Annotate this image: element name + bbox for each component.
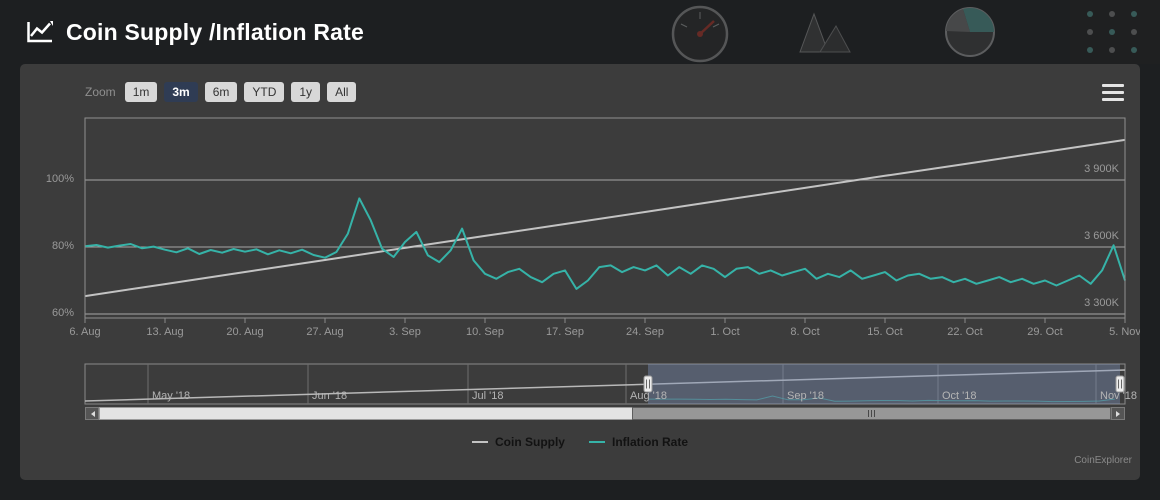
x-axis-label: 6. Aug <box>69 326 101 338</box>
navigator-month-label: Oct '18 <box>942 390 977 402</box>
x-axis-label: 17. Sep <box>546 326 584 338</box>
legend: Coin Supply Inflation Rate <box>20 435 1140 449</box>
x-axis-label: 27. Aug <box>306 326 344 338</box>
series-inflation-rate <box>84 197 1126 290</box>
pie-chart-icon <box>945 7 995 57</box>
y-axis-left-label: 100% <box>45 172 74 185</box>
x-axis-label: 5. Nov <box>1109 326 1140 338</box>
x-axis-label: 13. Aug <box>146 326 184 338</box>
navigator-month-label: Jul '18 <box>472 390 504 402</box>
navigator-month-label: Sep '18 <box>787 390 824 402</box>
plot-border <box>84 117 1126 319</box>
dot-grid-icon <box>1070 0 1160 64</box>
plot-area[interactable] <box>85 118 1125 318</box>
x-axis-label: 22. Oct <box>947 326 983 338</box>
x-axis-label: 24. Sep <box>626 326 664 338</box>
credits-label: CoinExplorer <box>1074 455 1132 466</box>
x-axis-label: 1. Oct <box>710 326 740 338</box>
range-selector: Zoom 1m 3m 6m YTD 1y All <box>85 82 357 102</box>
navigator-month-label: May '18 <box>152 390 191 402</box>
y-axis-right-label: 3 300K <box>1084 296 1119 309</box>
zoom-button-6m[interactable]: 6m <box>204 82 238 102</box>
y-axis-left-label: 60% <box>51 306 74 319</box>
zoom-label: Zoom <box>85 85 116 99</box>
chart-canvas <box>84 117 1126 405</box>
zoom-button-ytd[interactable]: YTD <box>244 82 285 102</box>
scrollbar-left-button[interactable] <box>85 407 99 420</box>
arrow-left-icon <box>88 410 95 417</box>
legend-label: Inflation Rate <box>611 435 688 449</box>
y-axis-right-label: 3 600K <box>1084 229 1119 242</box>
x-axis-label: 10. Sep <box>466 326 504 338</box>
x-axis-label: 29. Oct <box>1027 326 1063 338</box>
page-header: Coin Supply /Inflation Rate <box>0 0 1160 64</box>
zoom-button-group: 1m 3m 6m YTD 1y All <box>124 82 357 102</box>
navigator-month-label: Jun '18 <box>312 390 348 402</box>
crystals-icon <box>799 12 851 53</box>
scrollbar-right-button[interactable] <box>1111 407 1125 420</box>
x-axis-label: 15. Oct <box>867 326 903 338</box>
legend-swatch <box>471 441 488 443</box>
navigator-series-inflation-rate <box>648 395 1115 403</box>
legend-item-inflation-rate[interactable]: Inflation Rate <box>588 435 688 449</box>
gauge-icon <box>671 5 729 63</box>
header-decorative-art <box>671 0 1160 64</box>
legend-swatch <box>588 441 605 443</box>
legend-item-coin-supply[interactable]: Coin Supply <box>471 435 565 449</box>
line-chart-icon <box>26 20 54 44</box>
navigator-month-label: Nov '18 <box>1100 390 1137 402</box>
zoom-button-3m[interactable]: 3m <box>164 82 198 102</box>
page-title: Coin Supply /Inflation Rate <box>66 18 365 45</box>
zoom-button-1y[interactable]: 1y <box>291 82 321 102</box>
x-axis-label: 3. Sep <box>389 326 421 338</box>
y-axis-right-label: 3 900K <box>1084 162 1119 175</box>
y-axis-left-label: 80% <box>51 239 74 252</box>
scrollbar-thumb[interactable] <box>632 407 1111 420</box>
hamburger-icon <box>1102 84 1124 87</box>
navigator-selection[interactable] <box>648 364 1120 404</box>
x-axis-label: 20. Aug <box>226 326 264 338</box>
zoom-button-1m[interactable]: 1m <box>124 82 158 102</box>
arrow-right-icon <box>1115 410 1123 417</box>
chart-context-menu-button[interactable] <box>1102 84 1124 101</box>
series-coin-supply <box>84 138 1126 298</box>
legend-label: Coin Supply <box>494 435 565 449</box>
navigator-outline <box>84 363 1126 405</box>
navigator-month-label: Aug '18 <box>630 390 667 402</box>
zoom-button-all[interactable]: All <box>327 82 357 102</box>
x-axis-label: 8. Oct <box>790 326 820 338</box>
chart-card: Zoom 1m 3m 6m YTD 1y All Coin Supply Inflation… <box>20 64 1140 480</box>
navigator-series-coin-supply <box>84 369 1126 402</box>
